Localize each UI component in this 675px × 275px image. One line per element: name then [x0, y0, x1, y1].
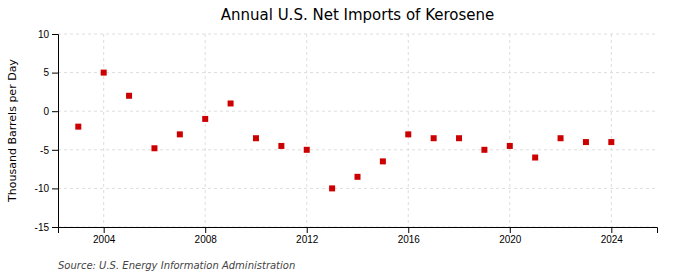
- point: [456, 135, 462, 141]
- grid-line: [509, 34, 510, 227]
- point: [608, 139, 614, 145]
- grid-line: [611, 34, 612, 227]
- grid-line: [58, 34, 657, 35]
- y-axis: -15 -10 -5 0 5 10: [35, 29, 59, 233]
- x-axis: 2004 2008 2012 2016 2020 2024: [59, 227, 658, 245]
- tick: 2004: [93, 227, 116, 245]
- grid-line: [103, 34, 104, 227]
- tick-mark: [205, 227, 206, 233]
- point: [380, 158, 386, 164]
- tick-mark: [52, 34, 58, 35]
- title: Annual U.S. Net Imports of Kerosene: [221, 6, 495, 24]
- grid-line: [58, 149, 657, 150]
- point: [304, 147, 310, 153]
- point: [405, 131, 411, 137]
- tick-label: 10: [38, 29, 50, 40]
- tick-label: 2004: [93, 234, 116, 245]
- axis-line: [52, 35, 59, 228]
- point: [101, 70, 107, 76]
- tick-label: 0: [43, 106, 49, 117]
- tick: 5: [43, 67, 58, 78]
- tick: -5: [40, 145, 58, 156]
- axis-line: [59, 228, 658, 234]
- tick-mark: [52, 150, 58, 151]
- point: [202, 116, 208, 122]
- grid-line: [205, 34, 206, 227]
- point: [228, 100, 234, 106]
- tick-label: 2016: [398, 234, 421, 245]
- tick-label: 2020: [499, 234, 522, 245]
- y-axis-title: Thousand Barrels per Day: [6, 59, 19, 203]
- tick: -10: [35, 183, 58, 194]
- tick-mark: [52, 227, 58, 228]
- tick-mark: [104, 227, 105, 233]
- chart: 2004 2008 2012 2016 2020 2024 -15 -10 -5 0 5 10 Annu…: [0, 0, 675, 275]
- point: [431, 135, 437, 141]
- tick-label: 2008: [195, 234, 218, 245]
- tick: -15: [35, 222, 58, 233]
- grid-line: [408, 34, 409, 227]
- tick: 2024: [601, 227, 624, 245]
- point: [253, 135, 259, 141]
- tick-label: -15: [35, 222, 50, 233]
- tick: 0: [43, 106, 58, 117]
- tick: 2008: [195, 227, 218, 245]
- tick: 10: [38, 29, 58, 40]
- source: Source: U.S. Energy Information Administ…: [58, 260, 295, 271]
- point: [355, 174, 361, 180]
- tick-label: -10: [35, 183, 50, 194]
- tick-label: 2024: [601, 234, 624, 245]
- point: [177, 131, 183, 137]
- tick-mark: [52, 73, 58, 74]
- point: [532, 155, 538, 161]
- tick: 2012: [296, 227, 319, 245]
- plot: 2004 2008 2012 2016 2020 2024 -15 -10 -5 0 5 10: [35, 29, 658, 245]
- tick: 2020: [499, 227, 522, 245]
- tick: 2016: [398, 227, 421, 245]
- point: [75, 124, 81, 130]
- tick-mark: [408, 227, 409, 233]
- tick-mark: [307, 227, 308, 233]
- point: [583, 139, 589, 145]
- tick-label: 5: [43, 67, 49, 78]
- point: [558, 135, 564, 141]
- point: [151, 145, 157, 151]
- grid-line: [306, 34, 307, 227]
- tick-label: -5: [40, 145, 49, 156]
- tick-mark: [52, 188, 58, 189]
- point: [329, 185, 335, 191]
- tick-mark: [510, 227, 511, 233]
- grid-line: [58, 111, 657, 112]
- grid-line: [58, 72, 657, 73]
- grid-line: [58, 188, 657, 189]
- grid: [58, 34, 657, 227]
- point: [126, 93, 132, 99]
- points: [75, 70, 614, 192]
- point: [507, 143, 513, 149]
- point: [481, 147, 487, 153]
- tick-label: 2012: [296, 234, 319, 245]
- point: [278, 143, 284, 149]
- tick-mark: [611, 227, 612, 233]
- tick-mark: [52, 111, 58, 112]
